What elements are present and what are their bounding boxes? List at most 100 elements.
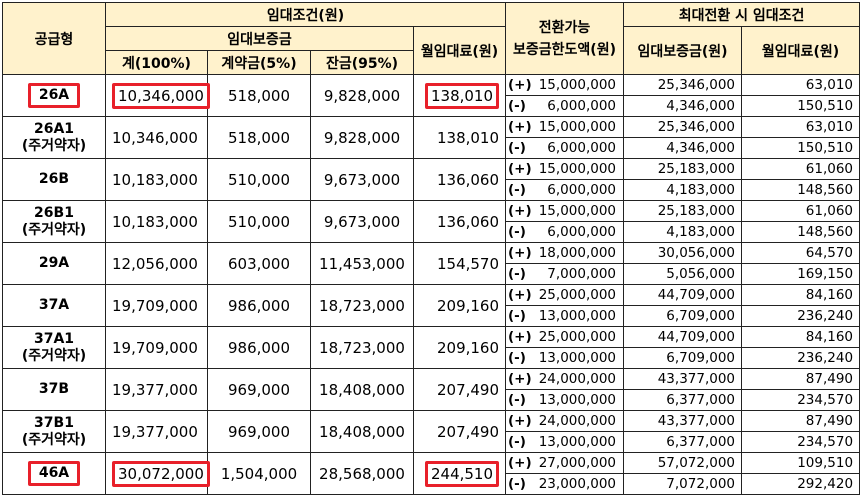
header-contract: 계약금(5%) bbox=[207, 50, 311, 75]
monthly-value-highlight: 138,010 bbox=[424, 82, 500, 109]
unit-type: 26B bbox=[38, 171, 70, 187]
monthly-value: 154,570 bbox=[436, 254, 500, 273]
total-value: 12,056,000 bbox=[112, 254, 198, 273]
convert-plus-cell: (+) 24,000,000 bbox=[505, 410, 625, 432]
table-row: (-) 23,000,000 7,072,000 292,420 bbox=[3, 473, 861, 495]
contract-value: 510,000 bbox=[227, 170, 291, 189]
header-convertible-line2: 보증금한도액(원) bbox=[513, 41, 616, 58]
monthly-value: 209,160 bbox=[436, 296, 500, 315]
minus-sign: (-) bbox=[508, 434, 526, 450]
total-cell: 30,072,000 bbox=[105, 452, 210, 495]
monthly-cell: 154,570 bbox=[412, 242, 507, 285]
minus-amount: 6,000,000 bbox=[547, 140, 617, 156]
balance-cell: 9,828,000 bbox=[310, 74, 414, 117]
convert-minus-cell: (-) 23,000,000 bbox=[505, 473, 625, 495]
plus-monthly-cell: 63,010 bbox=[741, 74, 861, 96]
unit-type: 29A bbox=[38, 255, 70, 271]
header-balance: 잔금(95%) bbox=[310, 50, 414, 75]
plus-deposit: 43,377,000 bbox=[657, 371, 736, 387]
convert-plus-cell: (+) 15,000,000 bbox=[505, 74, 625, 96]
minus-deposit-cell: 4,346,000 bbox=[623, 95, 743, 117]
table-row: 37B 19,377,000 969,000 18,408,000 207,490 (+)… bbox=[2, 368, 861, 411]
minus-deposit: 4,183,000 bbox=[666, 182, 736, 198]
minus-amount: 13,000,000 bbox=[538, 392, 617, 408]
minus-sign: (-) bbox=[508, 392, 526, 408]
header-max-conversion: 최대전환 시 임대조건 bbox=[623, 2, 861, 27]
unit-type-highlight: 26A bbox=[27, 83, 81, 108]
total-value: 19,709,000 bbox=[112, 338, 198, 357]
plus-deposit-cell: 57,072,000 bbox=[623, 452, 743, 474]
table-row: 37A 19,709,000 986,000 18,723,000 209,160 (+)… bbox=[2, 284, 861, 327]
unit-type: 37B bbox=[38, 381, 70, 397]
plus-sign: (+) bbox=[508, 245, 532, 261]
contract-cell: 1,504,000 bbox=[207, 452, 311, 495]
table-row: (-) 6,000,000 4,346,000 150,510 bbox=[3, 95, 861, 117]
convert-minus-cell: (-) 6,000,000 bbox=[505, 221, 625, 243]
minus-amount: 6,000,000 bbox=[547, 182, 617, 198]
plus-monthly-cell: 61,060 bbox=[741, 200, 861, 222]
unit-type: 46A bbox=[38, 465, 70, 481]
plus-deposit: 44,709,000 bbox=[657, 287, 736, 303]
balance-value: 28,568,000 bbox=[319, 464, 405, 483]
plus-amount: 15,000,000 bbox=[538, 119, 617, 135]
unit-type-sub: (주거약자) bbox=[21, 137, 87, 154]
plus-sign: (+) bbox=[508, 371, 532, 387]
convert-minus-cell: (-) 6,000,000 bbox=[505, 95, 625, 117]
monthly-value: 138,010 bbox=[436, 128, 500, 147]
total-value: 10,346,000 bbox=[118, 86, 204, 105]
contract-cell: 603,000 bbox=[207, 242, 311, 285]
minus-amount: 6,000,000 bbox=[547, 98, 617, 114]
type-cell: 26A1 (주거약자) bbox=[2, 116, 106, 159]
total-cell: 19,377,000 bbox=[105, 410, 208, 453]
plus-sign: (+) bbox=[508, 203, 532, 219]
balance-cell: 9,673,000 bbox=[310, 200, 414, 243]
monthly-value: 209,160 bbox=[436, 338, 500, 357]
balance-cell: 9,828,000 bbox=[310, 116, 414, 159]
monthly-cell: 138,010 bbox=[412, 74, 507, 117]
header-deposit-group: 임대보증금 bbox=[105, 26, 414, 51]
type-cell: 26A bbox=[2, 74, 106, 117]
minus-sign: (-) bbox=[508, 476, 526, 492]
contract-cell: 518,000 bbox=[207, 116, 311, 159]
plus-sign: (+) bbox=[508, 77, 532, 93]
plus-deposit: 25,183,000 bbox=[657, 161, 736, 177]
minus-deposit-cell: 4,183,000 bbox=[623, 221, 743, 243]
header-monthly-rent: 월임대료(원) bbox=[412, 26, 507, 75]
contract-cell: 510,000 bbox=[207, 200, 311, 243]
plus-deposit-cell: 30,056,000 bbox=[623, 242, 743, 264]
monthly-value: 244,510 bbox=[430, 464, 494, 483]
total-value: 10,183,000 bbox=[112, 212, 198, 231]
plus-amount: 15,000,000 bbox=[538, 161, 617, 177]
minus-sign: (-) bbox=[508, 350, 526, 366]
unit-type-sub: (주거약자) bbox=[21, 431, 87, 448]
total-value: 10,183,000 bbox=[112, 170, 198, 189]
table-body: 26A 10,346,000 518,000 9,828,000 138,010 (+) 1… bbox=[2, 74, 861, 495]
plus-monthly: 87,490 bbox=[805, 413, 854, 429]
plus-sign: (+) bbox=[508, 413, 532, 429]
unit-type: 37B1 bbox=[34, 414, 74, 431]
plus-monthly-cell: 64,570 bbox=[741, 242, 861, 264]
unit-type: 37A1 bbox=[33, 330, 75, 347]
monthly-cell: 207,490 bbox=[412, 368, 507, 411]
minus-monthly: 150,510 bbox=[797, 140, 854, 156]
type-cell: 37A1 (주거약자) bbox=[2, 326, 106, 369]
header-convertible: 전환가능 보증금한도액(원) bbox=[505, 2, 625, 75]
type-cell: 26B1 (주거약자) bbox=[2, 200, 106, 243]
plus-monthly-cell: 87,490 bbox=[741, 368, 861, 390]
minus-deposit: 6,377,000 bbox=[666, 392, 736, 408]
plus-monthly: 87,490 bbox=[805, 371, 854, 387]
table-row: 46A 30,072,000 1,504,000 28,568,000 244,510(… bbox=[2, 452, 861, 495]
plus-sign: (+) bbox=[508, 119, 532, 135]
contract-cell: 969,000 bbox=[207, 368, 311, 411]
unit-type-sub: (주거약자) bbox=[21, 221, 87, 238]
plus-deposit-cell: 25,346,000 bbox=[623, 116, 743, 138]
header-rent-conditions: 임대조건(원) bbox=[104, 2, 507, 27]
plus-deposit: 44,709,000 bbox=[657, 329, 736, 345]
contract-cell: 510,000 bbox=[207, 158, 311, 201]
plus-monthly-cell: 84,160 bbox=[741, 284, 861, 306]
minus-monthly-cell: 169,150 bbox=[741, 263, 861, 285]
plus-amount: 18,000,000 bbox=[538, 245, 617, 261]
type-cell: 37A bbox=[2, 284, 106, 327]
total-cell: 10,346,000 bbox=[105, 74, 210, 117]
